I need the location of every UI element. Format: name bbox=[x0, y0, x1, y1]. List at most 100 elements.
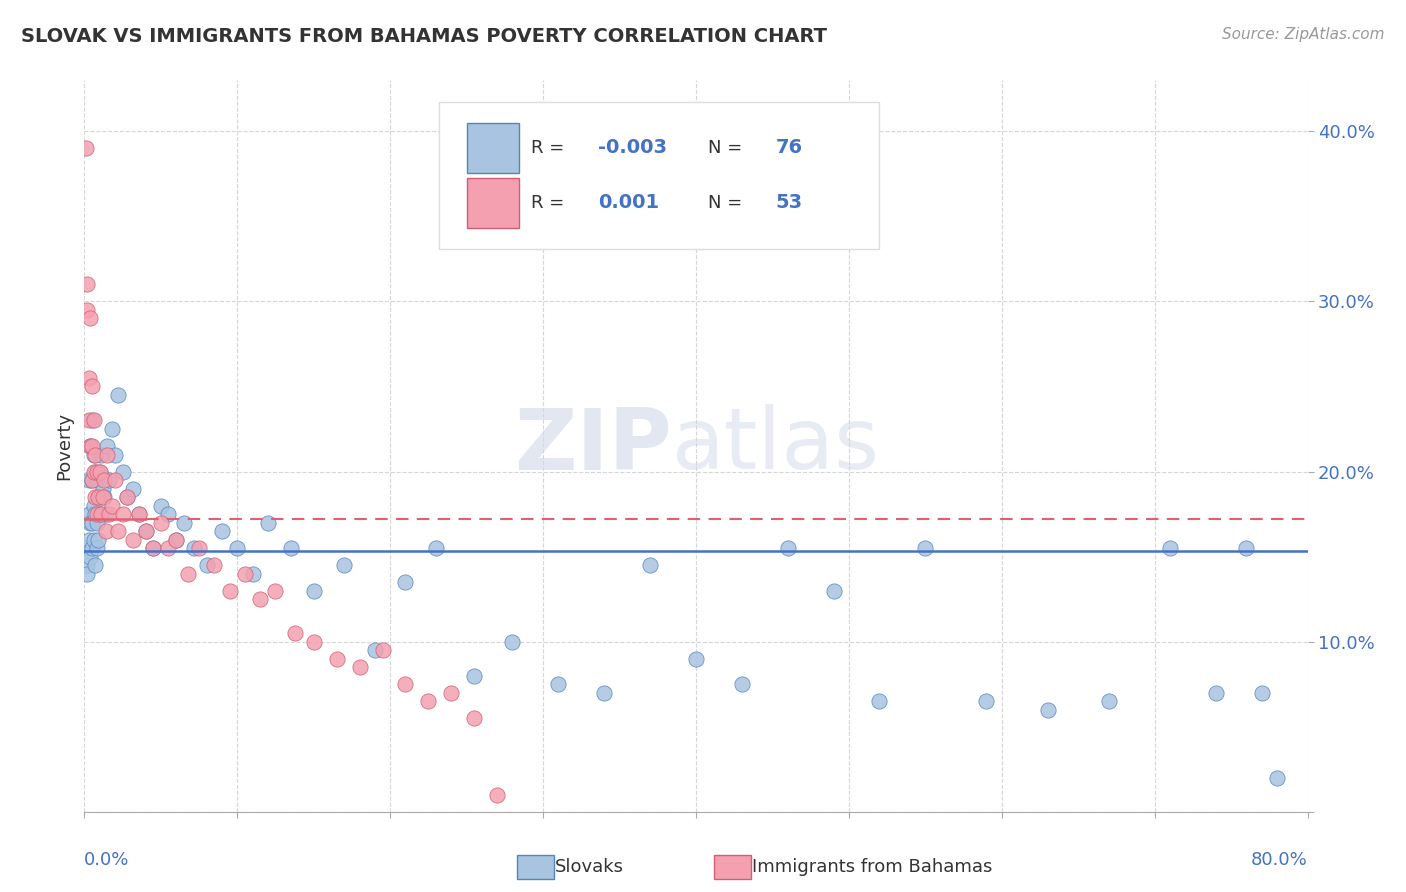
Point bbox=[77, 507, 100, 521]
Point bbox=[80, 413, 103, 427]
Text: 76: 76 bbox=[776, 138, 803, 158]
Point bbox=[128, 507, 150, 521]
Point bbox=[325, 651, 347, 665]
Point bbox=[173, 516, 195, 530]
Point bbox=[94, 524, 117, 538]
Point bbox=[91, 490, 114, 504]
Point bbox=[302, 634, 325, 648]
Point bbox=[157, 541, 180, 555]
Text: 53: 53 bbox=[776, 194, 803, 212]
Point bbox=[257, 516, 280, 530]
Point bbox=[202, 558, 225, 572]
Point bbox=[394, 575, 416, 590]
Point bbox=[79, 311, 101, 326]
Point bbox=[115, 490, 138, 504]
Point bbox=[731, 677, 754, 691]
Point bbox=[593, 686, 616, 700]
Point bbox=[107, 524, 129, 538]
Point bbox=[80, 379, 103, 393]
Point bbox=[128, 507, 150, 521]
Point bbox=[77, 473, 100, 487]
Point bbox=[79, 549, 101, 564]
Point bbox=[486, 788, 509, 802]
Point bbox=[84, 448, 107, 462]
Point bbox=[233, 566, 256, 581]
Point bbox=[84, 507, 107, 521]
Point bbox=[80, 473, 103, 487]
Point bbox=[823, 583, 845, 598]
Point bbox=[104, 473, 127, 487]
Text: 0.001: 0.001 bbox=[598, 194, 659, 212]
Point bbox=[84, 490, 107, 504]
Text: atlas: atlas bbox=[672, 404, 880, 488]
Point bbox=[418, 694, 440, 708]
Point bbox=[93, 473, 115, 487]
Point bbox=[463, 668, 485, 682]
Point bbox=[91, 482, 114, 496]
Point bbox=[188, 541, 211, 555]
Point bbox=[463, 711, 485, 725]
Point bbox=[101, 499, 124, 513]
Point bbox=[685, 651, 707, 665]
Point bbox=[77, 371, 100, 385]
Text: Source: ZipAtlas.com: Source: ZipAtlas.com bbox=[1222, 27, 1385, 42]
Point bbox=[547, 677, 569, 691]
Point bbox=[1250, 686, 1272, 700]
Point bbox=[83, 533, 105, 547]
Point bbox=[1265, 771, 1288, 785]
Text: Slovaks: Slovaks bbox=[555, 858, 624, 876]
Point bbox=[104, 448, 127, 462]
Point bbox=[115, 490, 138, 504]
Point bbox=[302, 583, 325, 598]
Point bbox=[86, 541, 108, 555]
Point bbox=[76, 277, 98, 292]
Point bbox=[242, 566, 264, 581]
Point bbox=[107, 388, 129, 402]
Point bbox=[97, 507, 120, 521]
Point bbox=[425, 541, 447, 555]
Point bbox=[211, 524, 233, 538]
Point bbox=[264, 583, 287, 598]
Point bbox=[869, 694, 891, 708]
Point bbox=[75, 141, 97, 155]
Point bbox=[135, 524, 157, 538]
Point bbox=[76, 302, 98, 317]
Point bbox=[218, 583, 240, 598]
Text: R =: R = bbox=[531, 194, 564, 211]
Point bbox=[87, 490, 110, 504]
Point bbox=[86, 507, 108, 521]
Point bbox=[249, 592, 271, 607]
Point bbox=[79, 439, 101, 453]
Point bbox=[79, 516, 101, 530]
Point bbox=[364, 643, 387, 657]
Point bbox=[76, 558, 98, 572]
Point bbox=[111, 465, 134, 479]
Text: Immigrants from Bahamas: Immigrants from Bahamas bbox=[752, 858, 993, 876]
Point bbox=[79, 439, 101, 453]
Point bbox=[165, 533, 187, 547]
Text: R =: R = bbox=[531, 139, 564, 157]
Point bbox=[177, 566, 200, 581]
Point bbox=[142, 541, 165, 555]
Point bbox=[157, 507, 180, 521]
Point bbox=[440, 686, 463, 700]
Point bbox=[284, 626, 307, 640]
Point bbox=[149, 499, 172, 513]
Point bbox=[89, 465, 111, 479]
FancyBboxPatch shape bbox=[467, 178, 519, 228]
Point bbox=[149, 516, 172, 530]
Text: ZIP: ZIP bbox=[513, 404, 672, 488]
Point bbox=[94, 507, 117, 521]
Point bbox=[1159, 541, 1181, 555]
Text: 0.0%: 0.0% bbox=[84, 851, 129, 869]
Text: N =: N = bbox=[709, 194, 742, 211]
Point bbox=[83, 499, 105, 513]
Text: -0.003: -0.003 bbox=[598, 138, 666, 158]
Point bbox=[111, 507, 134, 521]
Point bbox=[75, 541, 97, 555]
Point bbox=[142, 541, 165, 555]
Point bbox=[195, 558, 218, 572]
Point bbox=[87, 490, 110, 504]
Point bbox=[97, 473, 120, 487]
Point bbox=[87, 533, 110, 547]
